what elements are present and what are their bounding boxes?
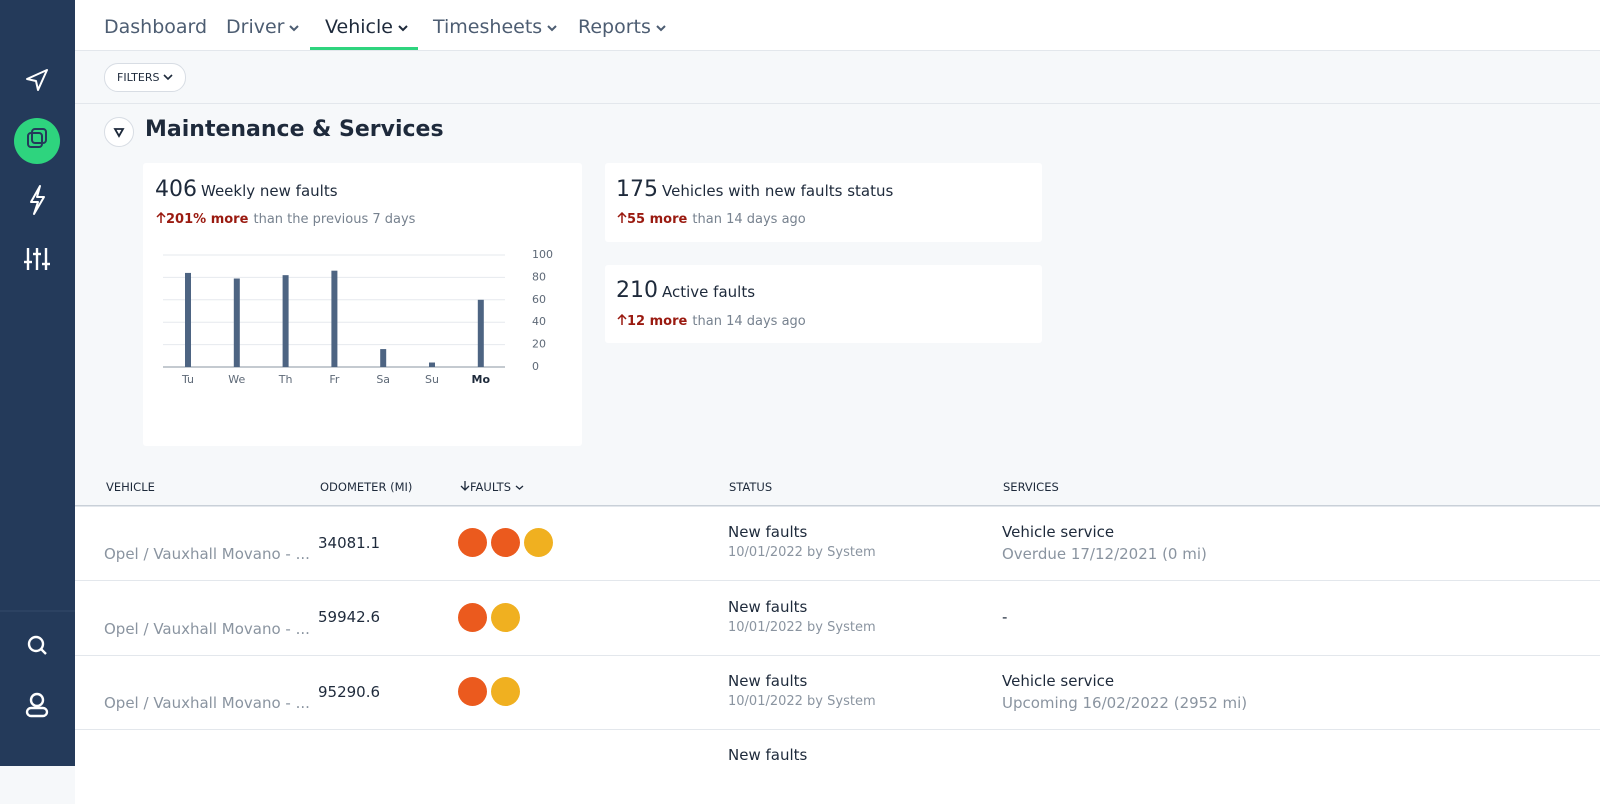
header-line bbox=[75, 505, 1600, 506]
kpi: 406 Weekly new faults bbox=[155, 177, 338, 202]
bar bbox=[380, 349, 387, 367]
status[interactable]: New faults bbox=[728, 598, 808, 616]
status-date: 10/01/2022 by System bbox=[728, 694, 876, 709]
top-nav bbox=[75, 0, 1600, 51]
kpi: 210 Active faults bbox=[616, 278, 755, 303]
y-tick-label: 80 bbox=[532, 270, 546, 283]
bar bbox=[331, 270, 338, 367]
column-header: VEHICLE bbox=[106, 480, 155, 494]
table-row[interactable] bbox=[75, 506, 1600, 581]
x-tick-label: Su bbox=[425, 373, 439, 386]
filters-button[interactable]: FILTERS bbox=[104, 63, 186, 92]
nav-tab[interactable]: Reports bbox=[578, 16, 666, 38]
nav-tab[interactable]: Vehicle bbox=[325, 16, 408, 38]
fault-icons bbox=[458, 677, 524, 710]
status-date: 10/01/2022 by System bbox=[728, 620, 876, 635]
kpi-label: Weekly new faults bbox=[201, 182, 338, 200]
x-tick-label: Sa bbox=[376, 373, 390, 386]
odometer: 59942.6 bbox=[318, 608, 381, 626]
sidebar-icons bbox=[0, 69, 75, 718]
kpi-label: Vehicles with new faults status bbox=[662, 182, 894, 200]
change-suffix: than the previous 7 days bbox=[253, 212, 416, 227]
kpi-value: 175 bbox=[616, 177, 658, 202]
tab-label: Reports bbox=[578, 16, 651, 38]
nav-tab[interactable]: Driver bbox=[226, 16, 300, 38]
y-tick-label: 0 bbox=[532, 360, 539, 373]
odometer: 95290.6 bbox=[318, 683, 381, 701]
y-tick-label: 40 bbox=[532, 315, 546, 328]
table-row[interactable] bbox=[75, 729, 1600, 804]
kpi-value: 210 bbox=[616, 278, 658, 303]
change-text: 55 more bbox=[627, 212, 688, 227]
kpi-change: 12 more than 14 days ago bbox=[617, 310, 806, 329]
kpi-card bbox=[605, 265, 1042, 343]
bar bbox=[185, 272, 191, 367]
x-tick-label: Th bbox=[278, 373, 293, 386]
tab-label: Vehicle bbox=[325, 16, 393, 38]
active-underline bbox=[310, 47, 418, 50]
filters-label: FILTERS bbox=[117, 71, 160, 84]
column-header[interactable]: FAULTS bbox=[460, 480, 524, 494]
kpi-change: 55 more than 14 days ago bbox=[617, 208, 806, 227]
section-title: Maintenance & Services bbox=[145, 117, 444, 142]
service: Vehicle service bbox=[1002, 672, 1115, 690]
service: - bbox=[1002, 608, 1008, 626]
change-suffix: than 14 days ago bbox=[692, 212, 806, 227]
header-label: FAULTS bbox=[470, 480, 511, 494]
vehicle[interactable]: Opel / Vauxhall Movano - ... bbox=[104, 545, 310, 563]
bar-chart: 0 20 40 60 80 100 Tu We Th Fr Sa Su Mo bbox=[163, 248, 553, 386]
bar bbox=[429, 362, 435, 367]
kpi-card bbox=[143, 163, 582, 446]
status[interactable]: New faults bbox=[728, 523, 808, 541]
tab-label: Driver bbox=[226, 16, 285, 38]
x-tick-label: Tu bbox=[181, 373, 194, 386]
sidebar bbox=[0, 0, 75, 766]
vehicle[interactable]: Opel / Vauxhall Movano - ... bbox=[104, 620, 310, 638]
odometer: 34081.1 bbox=[318, 534, 381, 552]
change-text: 201% more bbox=[166, 212, 249, 227]
table-row[interactable] bbox=[75, 580, 1600, 655]
kpi-card bbox=[605, 163, 1042, 242]
y-tick-label: 20 bbox=[532, 338, 546, 351]
column-header: SERVICES bbox=[1003, 480, 1059, 494]
y-tick-label: 100 bbox=[532, 248, 553, 261]
change-text: 12 more bbox=[627, 314, 688, 329]
tab-label: Timesheets bbox=[433, 16, 543, 38]
change-suffix: than 14 days ago bbox=[692, 314, 806, 329]
nav-tab[interactable]: Timesheets bbox=[433, 16, 557, 38]
service-detail: Overdue 17/12/2021 (0 mi) bbox=[1002, 545, 1207, 563]
x-tick-label: Mo bbox=[472, 373, 491, 386]
fault-icons bbox=[458, 528, 557, 561]
bar bbox=[282, 275, 289, 367]
column-header: ODOMETER (MI) bbox=[320, 480, 413, 494]
bar bbox=[233, 278, 240, 367]
service-detail: Upcoming 16/02/2022 (2952 mi) bbox=[1002, 694, 1248, 712]
kpi: 175 Vehicles with new faults status bbox=[616, 177, 893, 202]
x-tick-label: We bbox=[228, 373, 245, 386]
bar bbox=[477, 299, 484, 367]
kpi-label: Active faults bbox=[662, 283, 756, 301]
x-tick-label: Fr bbox=[329, 373, 340, 386]
fault-icons bbox=[458, 603, 524, 636]
collapse-toggle[interactable] bbox=[104, 117, 134, 147]
column-header: STATUS bbox=[729, 480, 773, 494]
status[interactable]: New faults bbox=[728, 746, 808, 764]
filter-bar bbox=[75, 51, 1600, 104]
status-date: 10/01/2022 by System bbox=[728, 545, 876, 560]
page: Dashboard Driver Vehicle Timesheets Repo… bbox=[0, 0, 1600, 766]
kpi-change: 201% more than the previous 7 days bbox=[156, 208, 415, 227]
table-row[interactable] bbox=[75, 655, 1600, 730]
y-tick-label: 60 bbox=[532, 293, 546, 306]
vehicle[interactable]: Opel / Vauxhall Movano - ... bbox=[104, 694, 310, 712]
kpi-value: 406 bbox=[155, 177, 197, 202]
nav-tab[interactable]: Dashboard bbox=[104, 16, 208, 38]
service: Vehicle service bbox=[1002, 523, 1115, 541]
status[interactable]: New faults bbox=[728, 672, 808, 690]
